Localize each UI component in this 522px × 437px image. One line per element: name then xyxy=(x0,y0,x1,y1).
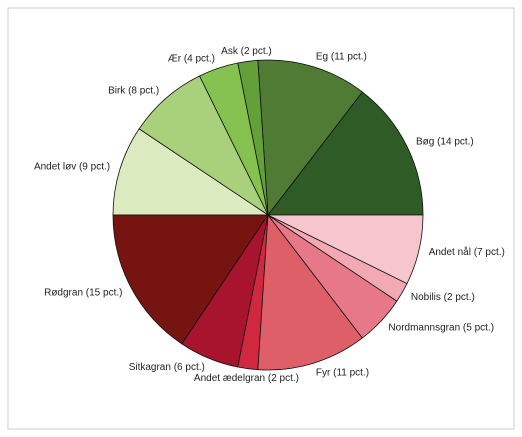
slice-label: Nordmannsgran (5 pct.) xyxy=(388,322,494,333)
pie-slice xyxy=(267,214,424,285)
slice-label: Andet ædelgran (2 pct.) xyxy=(194,373,299,384)
pie-slice xyxy=(112,128,270,216)
slice-label: Bøg (14 pct.) xyxy=(416,137,474,148)
pie-slice xyxy=(267,91,424,216)
slice-label: Nobilis (2 pct.) xyxy=(411,292,475,303)
slice-label: Fyr (11 pct.) xyxy=(316,368,369,379)
pie-slice xyxy=(112,214,269,345)
slice-label: Andet nål (7 pct.) xyxy=(429,246,505,258)
slice-label: Andet løv (9 pct.) xyxy=(34,162,110,173)
slice-label: Sitkagran (6 pct.) xyxy=(129,362,205,373)
slice-label: Ær (4 pct.) xyxy=(168,53,215,64)
slice-label: Birk (8 pct.) xyxy=(108,86,159,97)
slice-label: Ask (2 pct.) xyxy=(221,46,272,57)
slice-label: Rødgran (15 pct.) xyxy=(44,287,122,298)
slice-label: Eg (11 pct.) xyxy=(316,52,367,63)
pie-slice xyxy=(257,59,363,217)
pie-slice xyxy=(257,213,363,371)
